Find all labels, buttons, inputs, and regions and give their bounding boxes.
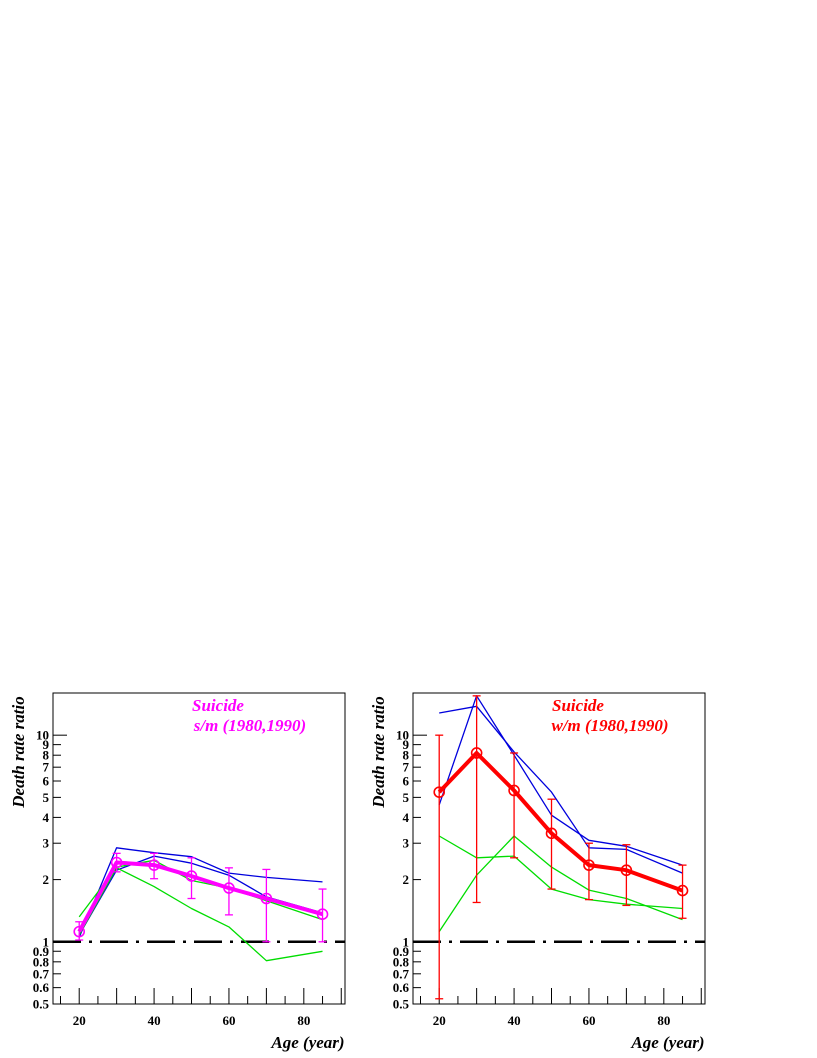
x-tick-label: 60 bbox=[222, 1013, 235, 1028]
y-tick-label: 10 bbox=[396, 728, 409, 743]
y-tick-label: 5 bbox=[43, 790, 50, 805]
y-tick-label: 0.6 bbox=[33, 980, 50, 995]
y-tick-label: 8 bbox=[43, 748, 50, 763]
data-point bbox=[508, 784, 520, 797]
x-tick-label: 40 bbox=[508, 1013, 521, 1028]
data-point bbox=[470, 747, 483, 759]
plot-frame bbox=[412, 692, 706, 1005]
y-tick-label: 0.9 bbox=[393, 944, 410, 959]
y-axis-label: Death rate ratio bbox=[369, 696, 388, 808]
y-tick-label: 7 bbox=[43, 760, 50, 775]
y-tick-label: 10 bbox=[36, 728, 49, 743]
chart-subtitle: s/m (1980,1990) bbox=[193, 716, 306, 735]
y-tick-label: 3 bbox=[403, 836, 410, 851]
y-tick-label: 2 bbox=[403, 872, 410, 887]
y-tick-label: 0.5 bbox=[393, 997, 410, 1012]
y-tick-label: 3 bbox=[43, 836, 50, 851]
chart-title: Suicide bbox=[192, 696, 244, 715]
data-point bbox=[223, 882, 235, 894]
y-tick-label: 9 bbox=[43, 737, 50, 752]
y-tick-label: 0.6 bbox=[393, 980, 410, 995]
y-tick-label: 2 bbox=[43, 872, 50, 887]
x-tick-label: 20 bbox=[433, 1013, 446, 1028]
y-tick-label: 0.9 bbox=[33, 944, 50, 959]
y-tick-label: 0.8 bbox=[33, 954, 50, 969]
x-tick-label: 80 bbox=[297, 1013, 310, 1028]
data-point bbox=[583, 859, 595, 871]
x-tick-label: 20 bbox=[73, 1013, 86, 1028]
y-tick-label: 0.7 bbox=[33, 966, 50, 981]
data-point bbox=[185, 870, 198, 882]
data-point bbox=[545, 827, 558, 840]
y-tick-label: 0.5 bbox=[33, 997, 50, 1012]
y-tick-label: 1 bbox=[43, 934, 50, 949]
y-tick-label: 7 bbox=[403, 760, 410, 775]
chart-subtitle: w/m (1980,1990) bbox=[551, 716, 668, 735]
y-tick-label: 0.8 bbox=[393, 954, 410, 969]
y-tick-label: 1 bbox=[403, 934, 410, 949]
x-tick-label: 80 bbox=[657, 1013, 670, 1028]
data-point bbox=[148, 859, 160, 871]
lower-band-line bbox=[78, 867, 323, 962]
chart-title: Suicide bbox=[552, 696, 604, 715]
plot-frame bbox=[52, 692, 346, 1005]
data-point bbox=[316, 908, 329, 921]
y-tick-label: 4 bbox=[403, 810, 410, 825]
y-tick-label: 6 bbox=[43, 774, 50, 789]
y-tick-label: 9 bbox=[403, 737, 410, 752]
data-point bbox=[676, 884, 689, 897]
y-tick-label: 8 bbox=[403, 748, 410, 763]
data-point bbox=[73, 925, 86, 938]
x-tick-label: 40 bbox=[148, 1013, 161, 1028]
data-point bbox=[620, 864, 633, 877]
data-point bbox=[110, 856, 123, 869]
y-tick-label: 6 bbox=[403, 774, 410, 789]
y-tick-label: 5 bbox=[403, 790, 410, 805]
x-axis-label: Age (year) bbox=[270, 1033, 344, 1052]
data-point bbox=[433, 786, 446, 798]
x-tick-label: 60 bbox=[582, 1013, 595, 1028]
x-axis-label: Age (year) bbox=[630, 1033, 704, 1052]
data-point bbox=[260, 892, 273, 905]
y-axis-label: Death rate ratio bbox=[9, 696, 28, 808]
lower-band-line bbox=[438, 835, 683, 932]
y-tick-label: 0.7 bbox=[393, 966, 410, 981]
y-tick-label: 4 bbox=[43, 810, 50, 825]
